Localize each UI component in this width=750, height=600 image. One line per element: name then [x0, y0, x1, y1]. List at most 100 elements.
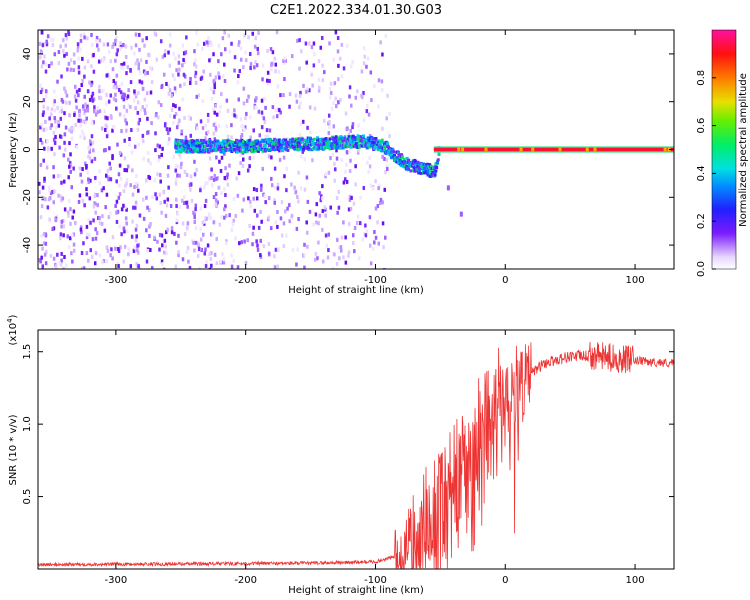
noise-cell [71, 259, 74, 264]
noise-cell [234, 213, 238, 218]
noise-cell [216, 200, 219, 205]
noise-cell [257, 30, 260, 35]
signal-cell [245, 147, 249, 151]
noise-cell [130, 128, 133, 133]
noise-cell [78, 113, 81, 118]
noise-cell [288, 92, 292, 97]
noise-cell [102, 148, 106, 153]
signal-cell [253, 149, 257, 153]
noise-cell [118, 112, 122, 117]
noise-cell [39, 90, 43, 95]
signal-cell [332, 136, 336, 140]
noise-cell [206, 118, 210, 123]
noise-cell [98, 181, 102, 186]
signal-cell [380, 138, 384, 142]
noise-cell [99, 96, 103, 101]
noise-cell [294, 190, 298, 195]
noise-cell [65, 52, 68, 57]
snr-multiplier-base: (x10 [8, 323, 19, 346]
noise-cell [63, 147, 67, 152]
noise-cell [112, 84, 116, 89]
noise-cell [168, 113, 172, 118]
noise-cell [212, 90, 216, 95]
noise-cell [77, 70, 81, 75]
signal-cell [293, 147, 297, 151]
noise-cell [336, 36, 340, 41]
noise-cell [209, 87, 213, 92]
signal-cell [367, 137, 371, 141]
noise-cell [377, 186, 380, 191]
noise-cell [119, 44, 123, 49]
noise-cell [93, 194, 97, 199]
noise-cell [263, 96, 267, 101]
signal-cell [316, 136, 320, 140]
noise-cell [230, 41, 233, 46]
signal-cell [327, 139, 331, 143]
noise-cell [150, 121, 153, 126]
noise-cell [353, 225, 357, 230]
noise-cell [223, 207, 226, 212]
signal-cell [333, 141, 337, 145]
signal-cell [235, 138, 239, 142]
noise-cell [301, 149, 305, 154]
spectrogram-y-label: Frequency (Hz) [8, 112, 19, 188]
noise-cell [288, 203, 291, 208]
signal-cell [321, 138, 325, 142]
signal-cell [376, 139, 380, 143]
noise-cell [45, 127, 48, 132]
noise-cell [178, 152, 181, 157]
noise-cell [103, 56, 106, 61]
noise-cell [277, 69, 281, 74]
noise-cell [174, 168, 178, 173]
noise-cell [374, 235, 378, 240]
noise-cell [356, 214, 360, 219]
noise-cell [77, 93, 80, 98]
noise-cell [352, 233, 355, 238]
noise-cell [201, 232, 205, 237]
noise-cell [294, 93, 298, 98]
signal-cell [412, 166, 416, 170]
noise-cell [351, 122, 355, 127]
noise-cell [223, 62, 226, 67]
noise-cell [313, 257, 317, 262]
noise-cell [318, 213, 322, 218]
signal-cell [182, 139, 186, 143]
signal-cell [336, 146, 340, 150]
signal-cell [307, 146, 311, 150]
spectrogram-marks [38, 30, 674, 269]
signal-cell [296, 148, 300, 152]
noise-cell [283, 174, 286, 179]
noise-cell [282, 155, 286, 160]
noise-cell [189, 174, 193, 179]
noise-cell [302, 119, 305, 124]
noise-cell [119, 41, 122, 46]
noise-cell [115, 85, 118, 90]
signal-cell [189, 145, 193, 149]
noise-cell [190, 239, 194, 244]
signal-cell [382, 142, 386, 146]
noise-cell [39, 55, 42, 60]
signal-cell [361, 134, 365, 138]
signal-cell [347, 137, 351, 141]
noise-cell [78, 47, 82, 52]
noise-cell [76, 42, 80, 47]
noise-cell [226, 108, 230, 113]
noise-cell [44, 89, 48, 94]
noise-cell [120, 81, 124, 86]
signal-cell [189, 150, 193, 154]
noise-cell [196, 254, 200, 259]
noise-cell [333, 81, 337, 86]
signal-cell [400, 153, 404, 157]
noise-cell [266, 78, 269, 83]
noise-cell [75, 89, 79, 94]
noise-cell [176, 173, 179, 178]
noise-cell [104, 173, 108, 178]
noise-cell [204, 198, 208, 203]
signal-cell [272, 144, 276, 148]
noise-cell [149, 221, 152, 226]
noise-cell [49, 191, 53, 196]
signal-cell [431, 170, 435, 174]
noise-cell [66, 210, 70, 215]
noise-cell [247, 35, 250, 40]
signal-cell [256, 149, 260, 153]
